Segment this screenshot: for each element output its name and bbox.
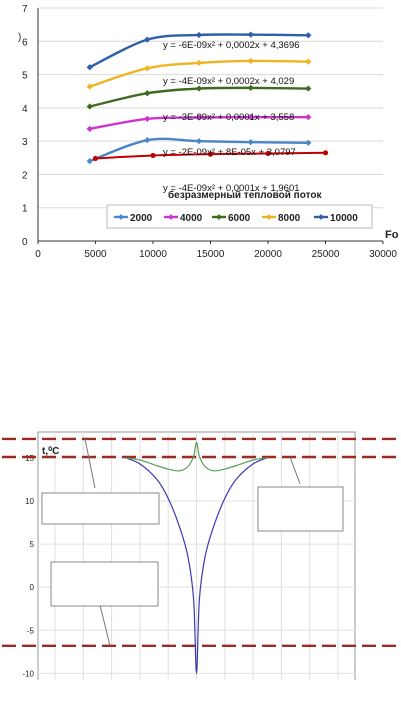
data-point-2000	[305, 139, 312, 146]
data-point-2000	[144, 137, 151, 144]
annotation-box	[41, 492, 160, 525]
data-point-10000	[305, 32, 312, 39]
data-point-8000	[247, 57, 254, 65]
y-tick-label: 5	[30, 540, 35, 549]
y-tick-label: 10	[25, 497, 34, 506]
legend-label-4000: 4000	[180, 213, 203, 224]
data-point-8000	[195, 59, 203, 67]
data-point-red	[92, 155, 99, 162]
legend-marker-4000	[168, 214, 174, 220]
legend-marker-8000	[266, 214, 272, 220]
y-tick-label: 2	[22, 170, 28, 181]
y-tick-label: 0	[22, 237, 28, 248]
y-axis-label: t,⁰C	[42, 446, 59, 457]
y-tick-label: 3	[22, 137, 28, 148]
y-axis-label: )	[18, 32, 21, 43]
data-point-10000	[144, 36, 151, 43]
trendline-equation: y = -4E-09x² + 0,0002x + 4,029	[163, 76, 294, 87]
legend-marker-2000	[118, 214, 124, 220]
legend-label-2000: 2000	[130, 213, 153, 224]
legend-label-6000: 6000	[228, 213, 251, 224]
data-point-red	[322, 150, 329, 156]
data-point-6000	[195, 85, 203, 92]
annotation-box	[257, 486, 344, 532]
data-point-red	[150, 152, 156, 159]
legend-marker-10000	[318, 214, 324, 220]
data-point-2000	[86, 158, 93, 165]
trendline-equation: y = -6E-09x² + 0,0002x + 4,3696	[163, 40, 300, 51]
y-tick-label: 15	[25, 454, 34, 463]
data-point-6000	[305, 85, 312, 92]
y-tick-label: 1	[22, 204, 28, 215]
data-point-8000	[144, 65, 151, 72]
data-point-4000	[195, 114, 203, 121]
data-point-10000	[247, 31, 254, 38]
trendline-equation: y = -4E-09x² + 0,0001x + 1,9601	[163, 183, 300, 194]
x-tick-label: 10000	[139, 249, 167, 260]
x-tick-label: 30000	[369, 249, 397, 260]
leader-line	[289, 456, 301, 484]
trendline-equation: y = -3E-09x² + 0,0001x + 3,558	[163, 112, 294, 123]
data-point-2000	[195, 138, 203, 145]
data-point-10000	[195, 31, 203, 39]
data-point-8000	[86, 83, 93, 90]
data-point-4000	[305, 114, 312, 121]
y-tick-label: -5	[27, 626, 35, 635]
data-point-10000	[86, 64, 93, 71]
x-tick-label: 5000	[84, 249, 107, 260]
data-point-4000	[247, 114, 254, 121]
x-tick-label: 20000	[254, 249, 282, 260]
y-tick-label: -10	[22, 669, 34, 678]
data-point-red	[265, 150, 271, 157]
data-point-red	[207, 151, 214, 157]
data-point-8000	[305, 58, 312, 65]
y-tick-label: 7	[22, 4, 28, 15]
leader-line	[99, 604, 111, 646]
y-tick-label: 4	[22, 104, 28, 115]
x-axis-label: Fo	[385, 229, 399, 241]
data-point-2000	[247, 139, 254, 146]
y-tick-label: 5	[22, 71, 28, 82]
y-tick-label: 0	[30, 583, 35, 592]
legend-label-8000: 8000	[278, 213, 301, 224]
data-point-6000	[247, 84, 254, 91]
blue-curve	[125, 457, 268, 674]
data-point-4000	[86, 125, 93, 132]
data-point-4000	[144, 115, 151, 122]
data-point-6000	[86, 103, 93, 110]
legend-marker-6000	[216, 214, 222, 220]
data-point-6000	[144, 90, 151, 97]
legend-box	[106, 204, 373, 229]
y-tick-label: 6	[22, 37, 28, 48]
x-tick-label: 0	[35, 249, 41, 260]
legend-label-10000: 10000	[330, 213, 358, 224]
legend-title: безразмерный тепловой поток	[168, 189, 322, 201]
green-curve	[125, 441, 268, 472]
x-tick-label: 25000	[312, 249, 340, 260]
x-tick-label: 15000	[197, 249, 225, 260]
annotation-box	[50, 561, 159, 607]
chart-fo: 0 1 2 3 4 5 6 7 0 5000 10000 15000 20000 25000 30000) F…	[18, 4, 399, 260]
trendline-equation: y = -2E-09x² + 8E-05x + 3,0797	[163, 147, 296, 158]
leader-line	[84, 438, 96, 489]
